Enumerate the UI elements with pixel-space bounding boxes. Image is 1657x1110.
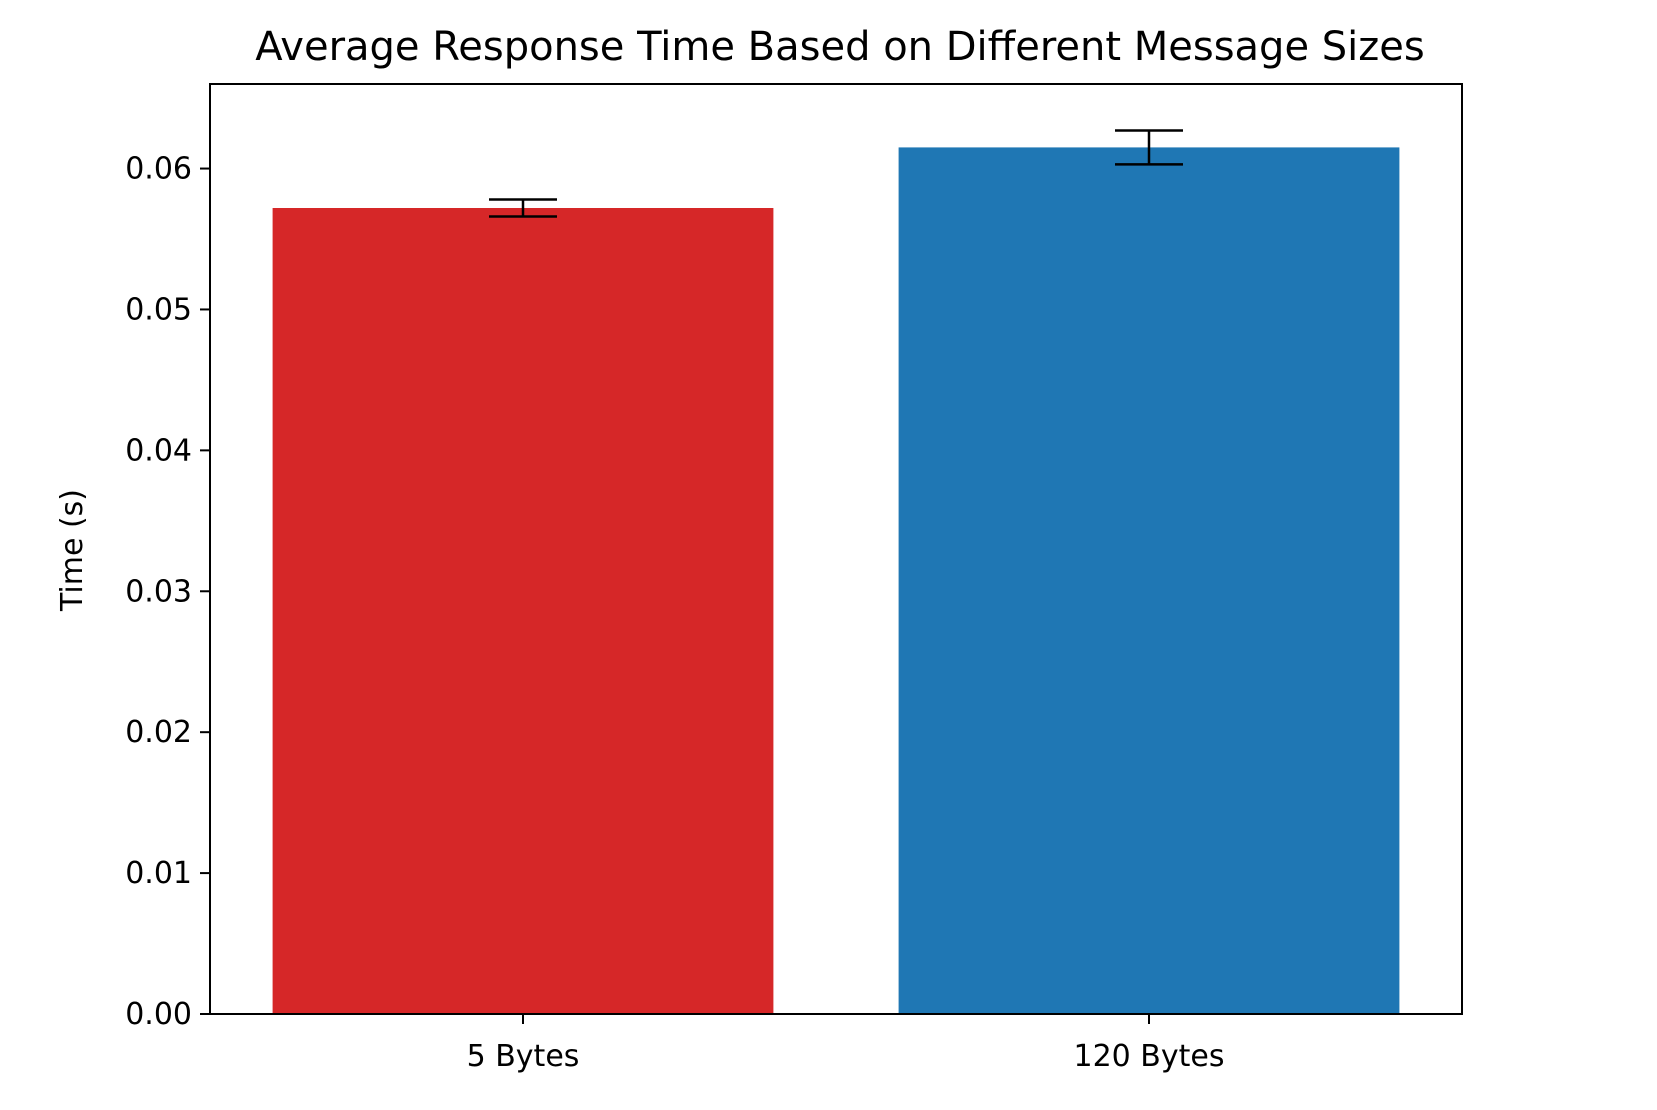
x-tick-label-1: 5 Bytes: [467, 1039, 580, 1074]
y-tick-label-5: 0.04: [125, 433, 192, 468]
y-axis: 0.00 0.01 0.02 0.03 0.04 0.05 0.06: [125, 152, 210, 1032]
y-axis-label: Time (s): [55, 489, 90, 612]
errorbars-layer: [489, 129, 1183, 218]
x-tick-label-2: 120 Bytes: [1074, 1039, 1225, 1074]
y-tick-label-6: 0.05: [125, 292, 192, 327]
y-tick-label-7: 0.06: [125, 152, 192, 187]
bar-1: [272, 208, 774, 1014]
x-axis: 5 Bytes 120 Bytes: [467, 1014, 1225, 1074]
y-tick-label-1: 0.00: [125, 997, 192, 1032]
chart-title: Average Response Time Based on Different…: [255, 24, 1424, 70]
y-tick-label-4: 0.03: [125, 574, 192, 609]
y-tick-label-2: 0.01: [125, 856, 192, 891]
bar-2: [898, 147, 1400, 1015]
plot-area-frame: [209, 83, 1463, 1015]
y-tick-label-3: 0.02: [125, 715, 192, 750]
bars-layer: [272, 147, 1400, 1015]
